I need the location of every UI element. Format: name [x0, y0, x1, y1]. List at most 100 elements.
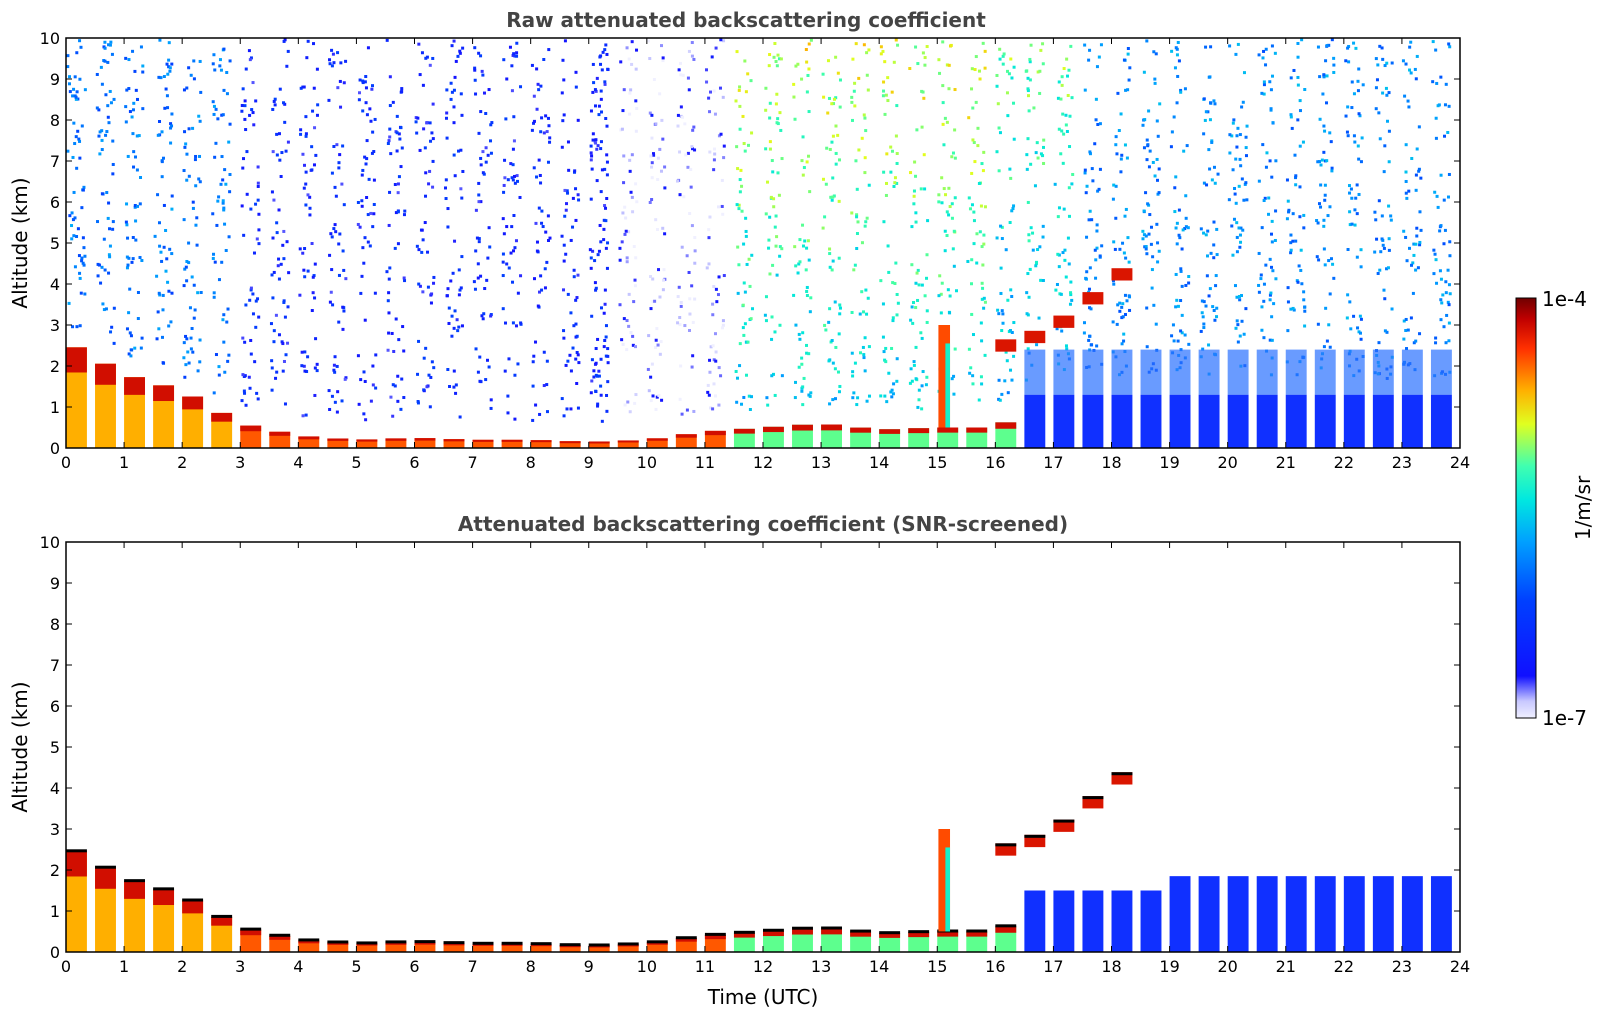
noise-pixel	[739, 168, 743, 172]
noise-pixel	[484, 160, 488, 164]
noise-pixel	[1156, 134, 1160, 138]
noise-pixel	[591, 90, 595, 94]
noise-pixel	[606, 361, 610, 365]
noise-pixel	[838, 312, 842, 316]
noise-pixel	[605, 393, 609, 397]
noise-pixel	[446, 287, 450, 291]
noise-pixel	[282, 359, 286, 363]
noise-pixel	[1095, 229, 1099, 233]
noise-pixel	[486, 153, 490, 157]
noise-pixel	[189, 347, 193, 351]
noise-pixel	[166, 72, 170, 76]
noise-pixel	[919, 331, 923, 335]
noise-pixel	[863, 224, 867, 228]
noise-pixel	[1174, 175, 1178, 179]
noise-pixel	[886, 99, 890, 103]
noise-pixel	[452, 385, 456, 389]
noise-pixel	[1124, 207, 1128, 211]
noise-pixel	[107, 271, 111, 275]
noise-pixel	[1416, 266, 1420, 270]
noise-pixel	[1183, 87, 1187, 91]
bottom-x-axis: 0 1 2 3 4 5 6 7 8 9 10 11 12 13 14 15 16 17 18 19 20 21 22 23 24	[61, 542, 1470, 976]
noise-pixel	[881, 302, 885, 306]
x-tick-label: 8	[526, 453, 536, 472]
noise-pixel	[1041, 62, 1045, 66]
noise-pixel	[1418, 210, 1422, 214]
elevated-layer-segment	[1053, 819, 1075, 832]
layer-top-band	[908, 932, 930, 938]
noise-pixel	[546, 160, 550, 164]
noise-pixel	[809, 391, 813, 395]
noise-pixel	[830, 268, 834, 272]
x-tick-label: 18	[1101, 453, 1121, 472]
noise-pixel	[158, 119, 162, 123]
noise-pixel	[513, 373, 517, 377]
colorbar: 1e-4 1e-7 1/m/sr	[1515, 287, 1595, 730]
boundary-layer-bar	[443, 943, 465, 952]
noise-pixel	[430, 292, 434, 296]
noise-pixel	[286, 49, 290, 53]
noise-pixel	[860, 136, 864, 140]
noise-pixel	[194, 154, 198, 158]
noise-pixel	[856, 396, 860, 400]
low-layer-fade	[1198, 349, 1220, 395]
noise-pixel	[159, 250, 163, 254]
noise-pixel	[737, 207, 741, 211]
noise-pixel	[628, 112, 632, 116]
noise-pixel	[599, 97, 603, 101]
noise-pixel	[1178, 236, 1182, 240]
x-tick-label: 3	[235, 453, 245, 472]
noise-pixel	[505, 225, 509, 229]
noise-pixel	[1209, 45, 1213, 49]
noise-pixel	[164, 269, 168, 273]
noise-pixel	[543, 267, 547, 271]
noise-pixel	[450, 90, 454, 94]
noise-pixel	[475, 236, 479, 240]
noise-pixel	[681, 73, 685, 77]
noise-pixel	[257, 228, 261, 232]
noise-pixel	[1227, 198, 1231, 202]
noise-pixel	[387, 223, 391, 227]
noise-pixel	[1414, 173, 1418, 177]
noise-pixel	[599, 393, 603, 397]
noise-pixel	[249, 352, 253, 356]
noise-pixel	[271, 150, 275, 154]
noise-pixel	[273, 103, 277, 107]
noise-pixel	[656, 343, 660, 347]
noise-pixel	[1202, 300, 1206, 304]
noise-pixel	[416, 401, 420, 405]
noise-pixel	[299, 132, 303, 136]
noise-pixel	[313, 126, 317, 130]
noise-pixel	[77, 137, 81, 141]
noise-pixel	[1262, 83, 1266, 87]
noise-pixel	[1435, 194, 1439, 198]
noise-pixel	[304, 182, 308, 186]
x-tick-label: 19	[1159, 957, 1179, 976]
noise-pixel	[226, 359, 230, 363]
noise-pixel	[444, 197, 448, 201]
noise-pixel	[1264, 47, 1268, 51]
noise-pixel	[487, 365, 491, 369]
noise-pixel	[714, 359, 718, 363]
noise-pixel	[281, 369, 285, 373]
noise-pixel	[1385, 330, 1389, 334]
noise-pixel	[401, 325, 405, 329]
boundary-layer-bar	[356, 439, 378, 448]
noise-pixel	[535, 175, 539, 179]
noise-pixel	[1031, 248, 1035, 252]
noise-pixel	[778, 254, 782, 258]
noise-pixel	[479, 156, 483, 160]
noise-pixel	[1115, 152, 1119, 156]
noise-pixel	[1331, 262, 1335, 266]
noise-pixel	[1114, 135, 1118, 139]
noise-pixel	[1235, 235, 1239, 239]
noise-pixel	[1285, 178, 1289, 182]
x-tick-label: 23	[1392, 957, 1412, 976]
noise-pixel	[1233, 192, 1237, 196]
noise-pixel	[1155, 178, 1159, 182]
noise-pixel	[1095, 223, 1099, 227]
noise-pixel	[1026, 76, 1030, 80]
noise-pixel	[1404, 170, 1408, 174]
noise-pixel	[100, 82, 104, 86]
noise-pixel	[106, 216, 110, 220]
